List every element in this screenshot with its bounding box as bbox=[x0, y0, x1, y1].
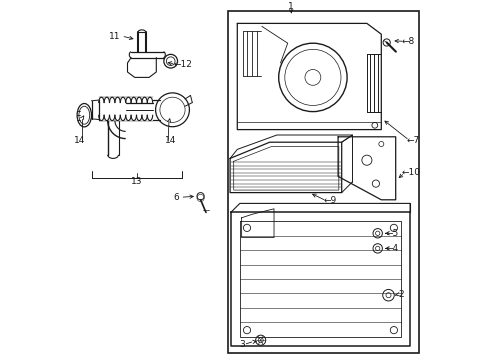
Text: 6: 6 bbox=[173, 193, 179, 202]
Text: 2: 2 bbox=[398, 290, 404, 299]
Bar bbox=[228, 11, 418, 353]
Text: ←4: ←4 bbox=[385, 244, 398, 253]
Text: 14: 14 bbox=[73, 136, 85, 145]
Text: 1: 1 bbox=[288, 2, 294, 11]
Text: 13: 13 bbox=[130, 177, 142, 186]
Text: ←5: ←5 bbox=[385, 229, 398, 238]
Text: 14: 14 bbox=[164, 136, 176, 145]
Text: ←9: ←9 bbox=[323, 197, 336, 206]
Text: ←12: ←12 bbox=[173, 60, 192, 69]
Text: ←8: ←8 bbox=[401, 37, 414, 46]
Text: 3: 3 bbox=[239, 341, 244, 349]
Text: 11: 11 bbox=[108, 32, 120, 41]
Text: ←10: ←10 bbox=[400, 168, 419, 177]
Text: ←7: ←7 bbox=[406, 136, 419, 145]
